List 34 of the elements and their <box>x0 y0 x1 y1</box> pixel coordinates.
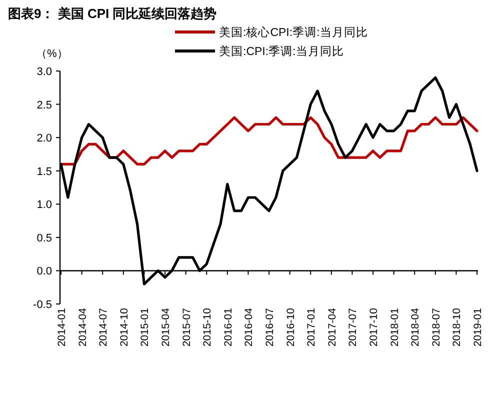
x-tick-label: 2018-04 <box>410 308 422 347</box>
x-tick-label: 2016-10 <box>284 308 297 347</box>
x-tick-label: 2014-04 <box>76 308 89 347</box>
x-tick-label: 2015-04 <box>160 308 172 347</box>
chart-title: 图表9： 美国 CPI 同比延续回落趋势 <box>8 6 217 21</box>
x-tick-label: 2016-07 <box>264 308 276 347</box>
x-tick-label: 2015-07 <box>180 308 193 347</box>
y-tick-label: 1.0 <box>36 199 52 212</box>
x-tick-label: 2018-10 <box>451 308 464 347</box>
x-tick-label: 2014-07 <box>98 308 110 347</box>
x-tick-label: 2014-01 <box>56 308 68 347</box>
x-tick-label: 2015-10 <box>202 308 214 347</box>
y-tick-label: 2.5 <box>36 99 52 112</box>
x-tick-label: 2018-07 <box>430 308 442 347</box>
x-tick-label: 2014-10 <box>118 308 130 347</box>
y-tick-label: 3.0 <box>36 66 52 78</box>
y-tick-label: 2.0 <box>36 132 52 145</box>
y-tick-label: 0.0 <box>36 266 52 278</box>
legend-label: 美国:CPI:季调:当月同比 <box>219 44 344 58</box>
x-tick-label: 2018-01 <box>388 308 401 347</box>
legend-label: 美国:核心CPI:季调:当月同比 <box>219 25 368 39</box>
y-tick-label: 0.5 <box>36 232 52 244</box>
y-tick-label: -0.5 <box>33 299 52 311</box>
x-tick-label: 2016-04 <box>243 308 256 347</box>
x-tick-label: 2016-01 <box>222 308 234 347</box>
line-series <box>60 116 478 166</box>
y-tick-label: 1.5 <box>36 166 52 178</box>
x-tick-label: 2017-04 <box>326 308 338 347</box>
x-tick-label: 2017-10 <box>368 308 380 347</box>
x-tick-label: 2019-01 <box>472 308 484 347</box>
x-tick-label: 2017-01 <box>306 308 318 347</box>
x-tick-label: 2015-01 <box>139 308 152 347</box>
x-tick-label: 2017-07 <box>347 308 360 347</box>
y-axis-title: （%） <box>36 48 68 60</box>
